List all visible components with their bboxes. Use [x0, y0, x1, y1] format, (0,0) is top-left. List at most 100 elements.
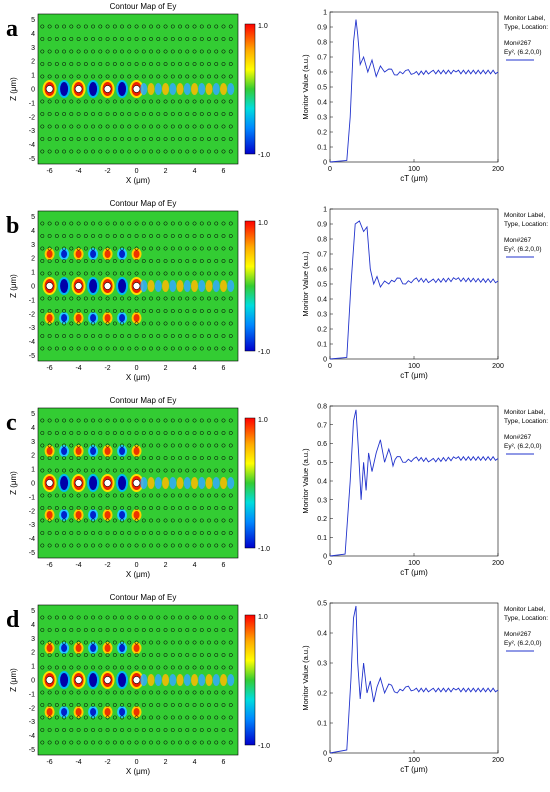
rod — [69, 628, 74, 632]
rod — [112, 418, 117, 423]
rod — [192, 49, 197, 54]
rod — [83, 506, 88, 510]
rod — [47, 346, 52, 351]
rod — [54, 703, 59, 707]
x-tick-label: 6 — [222, 365, 226, 372]
rod — [228, 543, 233, 548]
rod — [47, 246, 52, 251]
rod — [47, 443, 52, 448]
x-tick-label: 0 — [328, 363, 332, 370]
rod-lattice — [40, 418, 233, 548]
rod — [40, 493, 45, 498]
rod — [54, 124, 59, 129]
rod — [103, 85, 112, 93]
rod — [185, 149, 190, 154]
rod — [163, 690, 168, 695]
z-tick-label: 2 — [31, 453, 35, 460]
rod — [98, 615, 103, 620]
z-tick-label: 0 — [31, 481, 35, 488]
z-tick-label: -4 — [29, 142, 35, 149]
rod — [47, 728, 52, 732]
rod — [178, 418, 182, 423]
rod — [141, 234, 146, 238]
rod — [134, 124, 139, 129]
rod — [192, 456, 197, 460]
rod — [54, 246, 59, 251]
rod — [91, 456, 96, 460]
rod — [156, 234, 161, 238]
rod — [105, 37, 110, 41]
rod — [178, 715, 182, 720]
rod — [76, 543, 81, 548]
rod — [221, 740, 226, 745]
field-coldspot — [118, 279, 127, 293]
rod — [91, 137, 96, 141]
rod — [40, 715, 45, 720]
rod — [170, 296, 175, 301]
rod — [69, 740, 74, 745]
rod — [54, 653, 59, 657]
rod — [120, 321, 125, 326]
rod — [47, 74, 52, 79]
rod — [127, 234, 132, 238]
y-tick-label: 0 — [323, 357, 327, 364]
y-tick-label: 0.1 — [317, 145, 327, 152]
rod — [228, 246, 233, 251]
y-tick-label: 0.2 — [317, 130, 327, 137]
rod — [40, 628, 45, 632]
colorbar-max-label: 1.0 — [258, 220, 268, 227]
rod — [62, 531, 67, 535]
side-field — [133, 510, 140, 519]
rod — [192, 728, 197, 732]
rod — [221, 309, 226, 313]
rod — [149, 112, 153, 116]
side-field — [90, 447, 97, 456]
rod — [120, 37, 125, 41]
rod — [98, 309, 103, 313]
chart-y-axis-label: Monitor Value (a.u.) — [301, 251, 310, 317]
rod — [156, 653, 161, 657]
rod — [47, 518, 52, 523]
rod — [214, 518, 219, 523]
rod — [163, 740, 168, 745]
rod — [163, 703, 168, 707]
rod — [141, 506, 146, 510]
x-tick-label: -2 — [104, 365, 110, 372]
rod — [69, 221, 74, 226]
rod — [134, 543, 139, 548]
rod — [214, 137, 219, 141]
rod — [83, 456, 88, 460]
rod — [105, 690, 110, 695]
side-field — [46, 250, 53, 259]
rod — [228, 628, 233, 632]
rod — [228, 653, 233, 657]
rod — [228, 456, 233, 460]
rod — [149, 321, 153, 326]
rod — [141, 543, 146, 548]
rod — [120, 234, 125, 238]
rod — [47, 468, 52, 473]
y-tick-label: 0.3 — [317, 115, 327, 122]
rod — [98, 628, 103, 632]
rod — [69, 99, 74, 104]
legend-entry: Ey², (6.2,0,0) — [504, 49, 542, 56]
rod — [98, 728, 103, 732]
rod — [83, 640, 88, 645]
rod — [170, 531, 175, 535]
rod — [214, 296, 219, 301]
rod — [178, 543, 182, 548]
rod — [83, 246, 88, 251]
rod — [199, 124, 204, 129]
rod — [170, 653, 175, 657]
rod — [228, 334, 233, 338]
output-fringe — [162, 83, 170, 95]
rod — [170, 665, 175, 670]
rod — [170, 715, 175, 720]
rod — [47, 149, 52, 154]
rod — [141, 221, 146, 226]
rod — [62, 49, 67, 54]
rod — [178, 334, 182, 338]
rod — [228, 665, 233, 670]
rod — [76, 615, 81, 620]
rod — [141, 112, 146, 116]
